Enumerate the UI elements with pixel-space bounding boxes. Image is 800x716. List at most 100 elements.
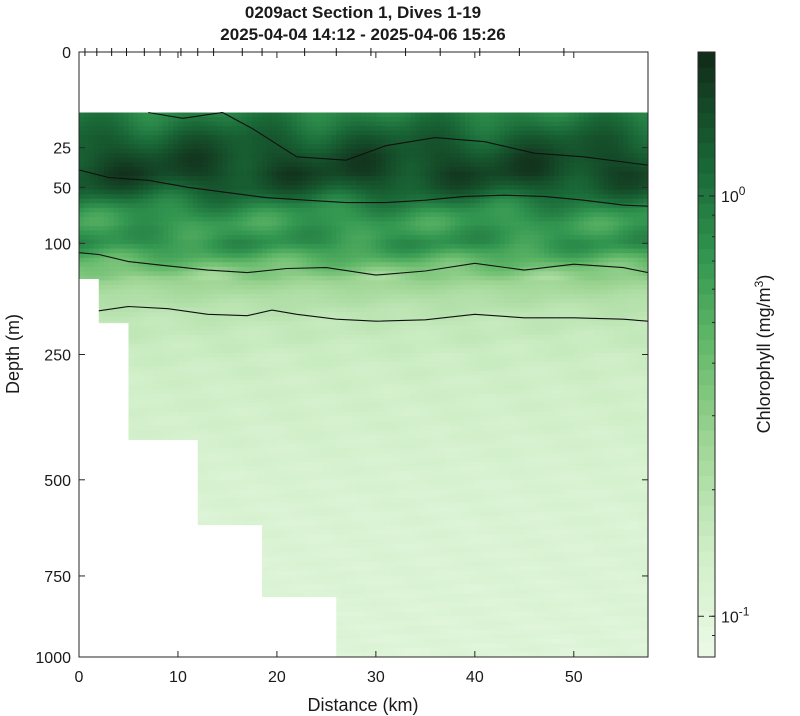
heatmap-cell <box>118 185 125 191</box>
heatmap-cell <box>197 262 204 268</box>
heatmap-cell <box>296 593 303 598</box>
heatmap-cell <box>232 253 238 259</box>
heatmap-cell <box>143 198 149 204</box>
heatmap-cell <box>128 262 135 268</box>
heatmap-cell <box>361 325 367 331</box>
heatmap-cell <box>242 380 248 386</box>
heatmap-cell <box>331 171 337 177</box>
heatmap-cell <box>153 235 159 241</box>
heatmap-cell <box>202 121 209 127</box>
heatmap-cell <box>316 280 323 286</box>
heatmap-cell <box>336 593 342 599</box>
heatmap-cell <box>271 244 278 250</box>
heatmap-cell <box>262 321 268 327</box>
heatmap-cell <box>341 334 347 340</box>
heatmap-cell <box>118 312 125 318</box>
heatmap-cell <box>326 398 332 404</box>
heatmap-cell <box>276 216 283 222</box>
heatmap-cell <box>237 480 243 486</box>
heatmap-cell <box>306 139 313 145</box>
heatmap-cell <box>267 570 273 576</box>
heatmap-cell <box>182 176 189 182</box>
heatmap-cell <box>281 298 288 304</box>
heatmap-cell <box>93 212 100 218</box>
heatmap-cell <box>207 162 214 168</box>
heatmap-cell <box>212 275 219 281</box>
heatmap-cell <box>306 357 313 363</box>
heatmap-cell <box>301 194 308 200</box>
heatmap-cell <box>326 434 332 440</box>
heatmap-cell <box>108 235 115 241</box>
heatmap-cell <box>133 362 139 368</box>
heatmap-cell <box>326 439 332 445</box>
heatmap-cell <box>212 366 219 372</box>
heatmap-cell <box>212 389 219 395</box>
heatmap-cell <box>143 221 149 227</box>
heatmap-cell <box>108 253 115 259</box>
heatmap-cell <box>133 303 139 309</box>
heatmap-cell <box>267 298 273 304</box>
heatmap-cell <box>296 235 303 241</box>
heatmap-cell <box>242 484 248 490</box>
heatmap-cell <box>257 121 263 127</box>
heatmap-cell <box>271 216 278 222</box>
heatmap-cell <box>217 126 224 132</box>
heatmap-cell <box>271 112 278 118</box>
heatmap-cell <box>182 421 189 427</box>
heatmap-cell <box>143 362 149 368</box>
heatmap-cell <box>98 121 105 127</box>
heatmap-cell <box>306 126 313 132</box>
heatmap-cell <box>271 362 278 368</box>
heatmap-cell <box>286 543 293 549</box>
heatmap-cell <box>346 529 352 536</box>
heatmap-cell <box>237 230 243 236</box>
heatmap-cell <box>331 357 337 363</box>
heatmap-cell <box>177 153 184 159</box>
heatmap-cell <box>306 570 313 576</box>
heatmap-cell <box>247 457 253 463</box>
heatmap-cell <box>356 112 362 118</box>
heatmap-cell <box>361 452 367 458</box>
heatmap-cell <box>336 307 342 313</box>
heatmap-cell <box>222 121 229 127</box>
heatmap-cell <box>192 280 199 286</box>
heatmap-cell <box>202 371 209 377</box>
heatmap-cell <box>291 425 298 431</box>
heatmap-cell <box>361 579 367 585</box>
heatmap-cell <box>276 389 283 395</box>
heatmap-cell <box>267 289 273 295</box>
heatmap-cell <box>336 244 342 250</box>
heatmap-cell <box>296 244 303 250</box>
heatmap-cell <box>271 502 278 508</box>
heatmap-cell <box>108 239 115 245</box>
heatmap-cell <box>316 185 323 191</box>
heatmap-cell <box>192 398 199 404</box>
heatmap-cell <box>237 275 243 281</box>
heatmap-cell <box>207 212 214 218</box>
heatmap-cell <box>356 157 362 164</box>
heatmap-cell <box>232 230 238 236</box>
heatmap-cell <box>222 117 229 123</box>
heatmap-cell <box>212 334 219 340</box>
heatmap-cell <box>187 153 194 159</box>
heatmap-cell <box>192 416 199 422</box>
heatmap-cell <box>326 552 332 558</box>
heatmap-cell <box>311 457 318 463</box>
heatmap-cell <box>247 280 253 286</box>
heatmap-cell <box>158 289 164 295</box>
heatmap-cell <box>346 393 352 399</box>
heatmap-cell <box>306 198 313 204</box>
heatmap-cell <box>286 321 293 327</box>
heatmap-cell <box>276 294 283 300</box>
heatmap-cell <box>168 389 174 395</box>
heatmap-cell <box>118 166 125 173</box>
heatmap-cell <box>252 162 258 168</box>
heatmap-cell <box>187 235 194 241</box>
heatmap-cell <box>192 212 199 218</box>
heatmap-cell <box>267 271 273 277</box>
heatmap-cell <box>252 153 258 159</box>
heatmap-cell <box>271 121 278 127</box>
heatmap-cell <box>232 362 238 368</box>
heatmap-cell <box>83 275 90 279</box>
heatmap-cell <box>247 520 253 526</box>
